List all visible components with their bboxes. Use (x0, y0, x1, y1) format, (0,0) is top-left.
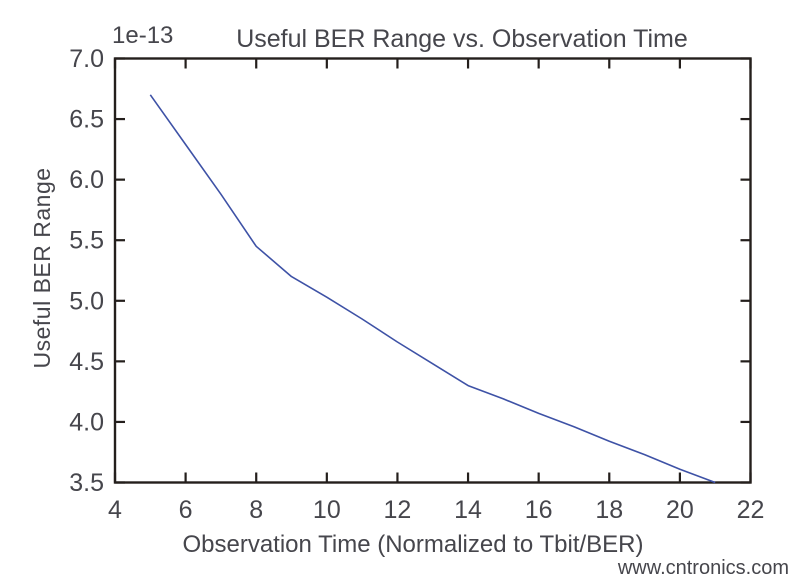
x-axis-label: Observation Time (Normalized to Tbit/BER… (182, 531, 643, 558)
tick-marks (113, 57, 752, 484)
plot-frame (113, 57, 752, 484)
plot-border (113, 57, 752, 484)
x-tick-label: 18 (595, 496, 623, 524)
ber-range-series-line (149, 94, 716, 484)
x-tick-label: 14 (454, 496, 482, 524)
y-tick-label: 5.5 (69, 227, 104, 255)
y-tick-label: 3.5 (69, 469, 104, 497)
x-tick-label: 16 (525, 496, 553, 524)
y-axis-label: Useful BER Range (29, 167, 55, 368)
y-tick-label: 7.0 (69, 45, 104, 73)
y-axis-offset-label: 1e-13 (112, 22, 173, 49)
chart-title: Useful BER Range vs. Observation Time (236, 25, 688, 53)
x-tick-label: 22 (737, 496, 765, 524)
watermark: www.cntronics.com (617, 557, 789, 578)
series-lines (149, 94, 716, 484)
y-tick-label: 4.0 (69, 408, 104, 436)
x-tick-label: 4 (108, 496, 122, 524)
x-tick-label: 10 (313, 496, 341, 524)
y-tick-label: 5.0 (69, 287, 104, 315)
tick-labels: 4 6 8 10 12 14 16 18 20 22 3.5 4.0 4.5 5.0 5.5 6.0 6.5 7.… (69, 45, 764, 524)
y-tick-label: 6.5 (69, 106, 104, 134)
y-tick-label: 6.0 (69, 166, 104, 194)
y-tick-label: 4.5 (69, 348, 104, 376)
x-tick-label: 12 (384, 496, 412, 524)
x-tick-label: 20 (666, 496, 694, 524)
x-tick-label: 6 (179, 496, 193, 524)
x-tick-label: 8 (249, 496, 263, 524)
